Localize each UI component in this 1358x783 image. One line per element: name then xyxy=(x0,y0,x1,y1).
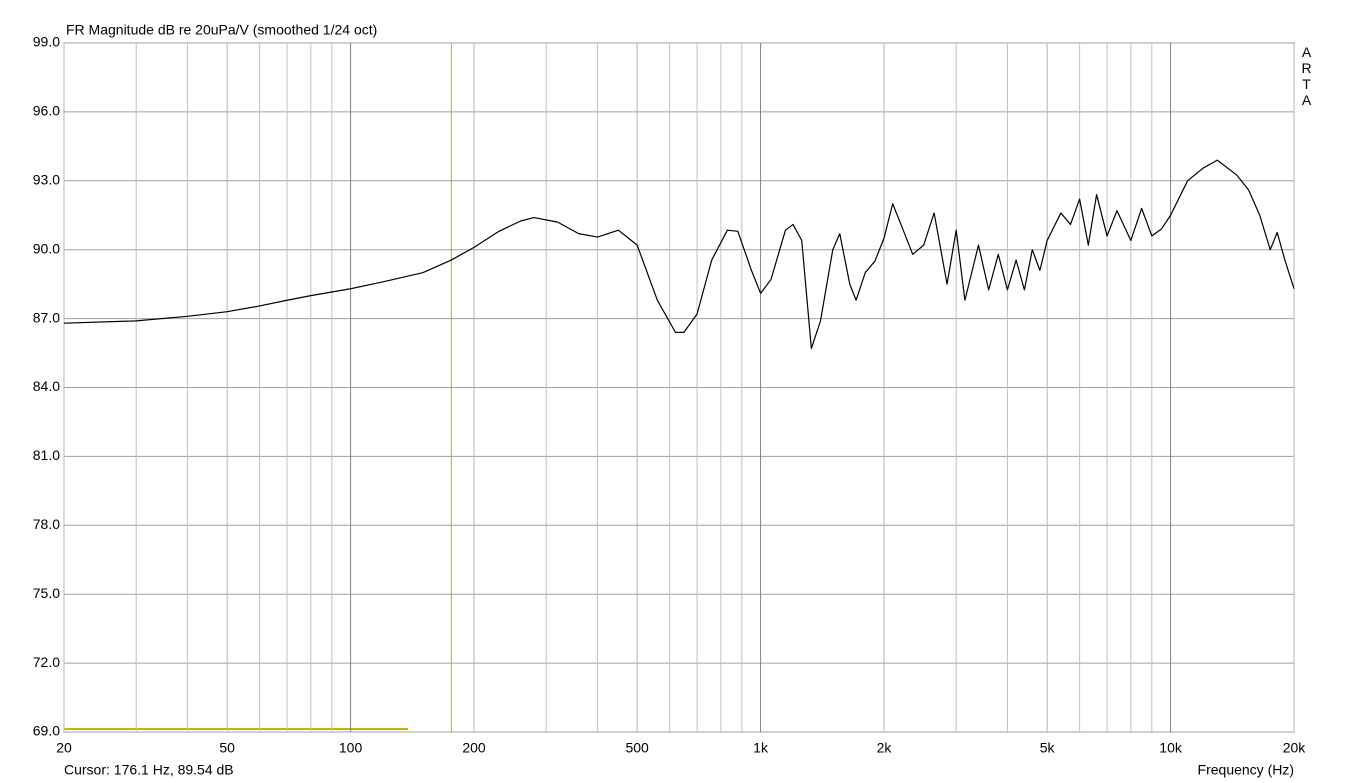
x-tick-label: 10k xyxy=(1159,740,1183,756)
y-tick-label: 84.0 xyxy=(33,378,60,394)
x-tick-label: 2k xyxy=(877,740,893,756)
cursor-readout: Cursor: 176.1 Hz, 89.54 dB xyxy=(64,762,234,778)
y-tick-label: 87.0 xyxy=(33,309,60,325)
y-tick-label: 99.0 xyxy=(33,34,60,50)
x-tick-label: 50 xyxy=(219,740,235,756)
y-tick-label: 93.0 xyxy=(33,172,60,188)
x-tick-label: 20k xyxy=(1283,740,1307,756)
x-tick-label: 5k xyxy=(1040,740,1056,756)
x-tick-label: 20 xyxy=(56,740,72,756)
y-tick-label: 69.0 xyxy=(33,723,60,739)
x-tick-label: 500 xyxy=(625,740,649,756)
y-tick-label: 72.0 xyxy=(33,654,60,670)
y-tick-label: 78.0 xyxy=(33,516,60,532)
y-tick-label: 90.0 xyxy=(33,240,60,256)
x-tick-label: 1k xyxy=(753,740,769,756)
watermark: ARTA xyxy=(1298,44,1315,108)
y-tick-label: 75.0 xyxy=(33,585,60,601)
chart-title: FR Magnitude dB re 20uPa/V (smoothed 1/2… xyxy=(66,22,377,38)
series-line xyxy=(63,159,1295,350)
y-tick-label: 81.0 xyxy=(33,447,60,463)
x-tick-label: 200 xyxy=(462,740,486,756)
x-axis-label: Frequency (Hz) xyxy=(1198,762,1294,778)
x-tick-label: 100 xyxy=(339,740,363,756)
y-tick-label: 96.0 xyxy=(33,103,60,119)
